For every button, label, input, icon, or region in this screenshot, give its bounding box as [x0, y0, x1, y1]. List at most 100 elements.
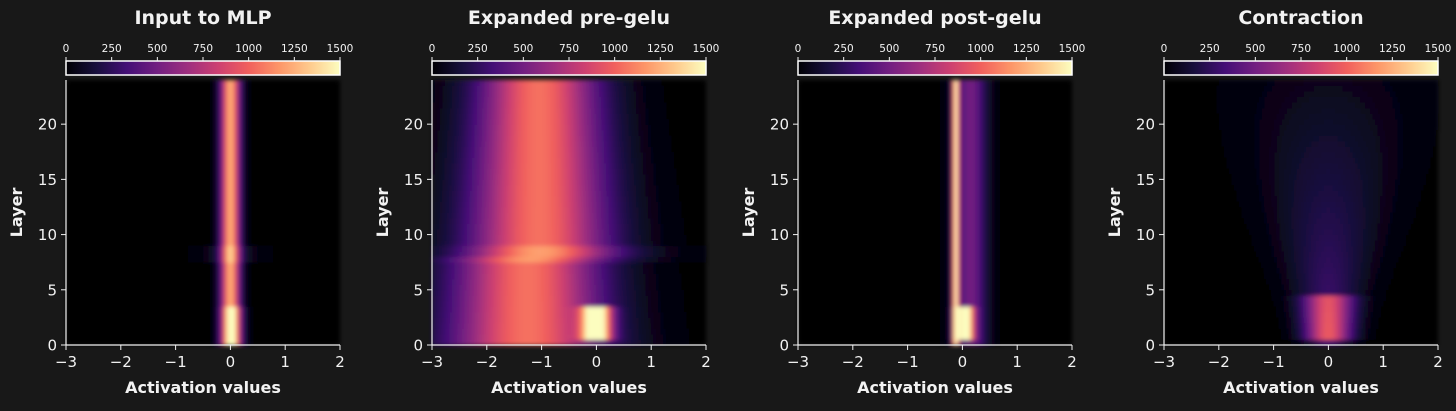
heatmap-cell	[591, 323, 594, 329]
heatmap-cell	[499, 240, 502, 246]
heatmap-cell	[634, 334, 637, 340]
heatmap-cell	[534, 185, 537, 191]
heatmap-cell	[472, 312, 475, 318]
heatmap-cell	[447, 279, 450, 285]
heatmap-cell	[208, 257, 211, 263]
heatmap-cell	[452, 229, 455, 235]
heatmap-cell	[218, 113, 221, 119]
heatmap-cell	[537, 279, 540, 285]
heatmap-cell	[596, 279, 599, 285]
heatmap-cell	[235, 185, 238, 191]
heatmap-cell	[472, 257, 475, 263]
heatmap-cell	[549, 141, 552, 147]
heatmap-cell	[489, 235, 492, 241]
heatmap-cell	[649, 312, 652, 318]
heatmap-cell	[245, 246, 248, 252]
heatmap-cell	[213, 306, 216, 312]
heatmap-cell	[594, 323, 597, 329]
heatmap-cell	[684, 312, 687, 318]
heatmap-cell	[584, 124, 587, 130]
heatmap-cell	[507, 213, 510, 219]
heatmap-cell	[218, 124, 221, 130]
heatmap-cell	[507, 179, 510, 185]
heatmap-cell	[454, 190, 457, 196]
heatmap-cell	[564, 246, 567, 252]
heatmap-cell	[527, 146, 530, 152]
heatmap-cell	[537, 218, 540, 224]
heatmap-cell	[659, 290, 662, 296]
heatmap-cell	[517, 179, 520, 185]
heatmap-cell	[462, 240, 465, 246]
heatmap-cell	[223, 301, 226, 307]
heatmap-cell	[472, 317, 475, 323]
heatmap-cell	[489, 179, 492, 185]
heatmap-cell	[464, 251, 467, 257]
heatmap-cell	[654, 213, 657, 219]
heatmap-cell	[437, 119, 440, 125]
heatmap-cell	[245, 119, 248, 125]
heatmap-cell	[492, 251, 495, 257]
heatmap-cell	[646, 323, 649, 329]
heatmap-cell	[469, 218, 472, 224]
heatmap-cell	[676, 196, 679, 202]
heatmap-cell	[517, 328, 520, 334]
heatmap-cell	[669, 246, 672, 252]
heatmap-cell	[634, 163, 637, 169]
heatmap-cell	[571, 306, 574, 312]
heatmap-cell	[651, 323, 654, 329]
heatmap-cell	[454, 290, 457, 296]
heatmap-cell	[552, 179, 555, 185]
heatmap-cell	[609, 290, 612, 296]
heatmap-cell	[654, 273, 657, 279]
heatmap-cell	[679, 246, 682, 252]
heatmap-cell	[482, 268, 485, 274]
heatmap-cell	[567, 290, 570, 296]
heatmap-cell	[469, 141, 472, 147]
heatmap-cell	[462, 119, 465, 125]
heatmap-cell	[619, 157, 622, 163]
heatmap-cell	[696, 246, 699, 252]
heatmap-cell	[464, 163, 467, 169]
heatmap-cell	[230, 196, 233, 202]
heatmap-cell	[519, 213, 522, 219]
heatmap-cell	[554, 185, 557, 191]
heatmap-cell	[567, 157, 570, 163]
heatmap-cell	[594, 218, 597, 224]
heatmap-cell	[604, 279, 607, 285]
heatmap-cell	[646, 218, 649, 224]
heatmap-cell	[524, 135, 527, 141]
heatmap-cell	[567, 312, 570, 318]
heatmap-cell	[567, 246, 570, 252]
heatmap-cell	[452, 135, 455, 141]
heatmap-cell	[497, 135, 500, 141]
heatmap-cell	[579, 273, 582, 279]
heatmap-cell	[661, 317, 664, 323]
heatmap-cell	[467, 201, 470, 207]
heatmap-cell	[469, 119, 472, 125]
heatmap-cell	[479, 130, 482, 136]
heatmap-cell	[539, 213, 542, 219]
heatmap-cell	[539, 334, 542, 340]
heatmap-cell	[507, 334, 510, 340]
heatmap-cell	[614, 246, 617, 252]
heatmap-cell	[626, 130, 629, 136]
heatmap-cell	[624, 235, 627, 241]
heatmap-cell	[537, 124, 540, 130]
heatmap-cell	[484, 207, 487, 213]
heatmap-cell	[238, 146, 241, 152]
heatmap-cell	[649, 157, 652, 163]
heatmap-cell	[644, 262, 647, 268]
heatmap-cell	[235, 328, 238, 334]
heatmap-cell	[589, 273, 592, 279]
heatmap-cell	[479, 273, 482, 279]
heatmap-cell	[220, 323, 223, 329]
heatmap-cell	[442, 119, 445, 125]
heatmap-cell	[240, 328, 243, 334]
heatmap-cell	[584, 179, 587, 185]
heatmap-cell	[552, 201, 555, 207]
heatmap-cell	[584, 141, 587, 147]
heatmap-cell	[574, 119, 577, 125]
heatmap-cell	[581, 301, 584, 307]
heatmap-cell	[248, 295, 251, 301]
heatmap-cell	[609, 268, 612, 274]
